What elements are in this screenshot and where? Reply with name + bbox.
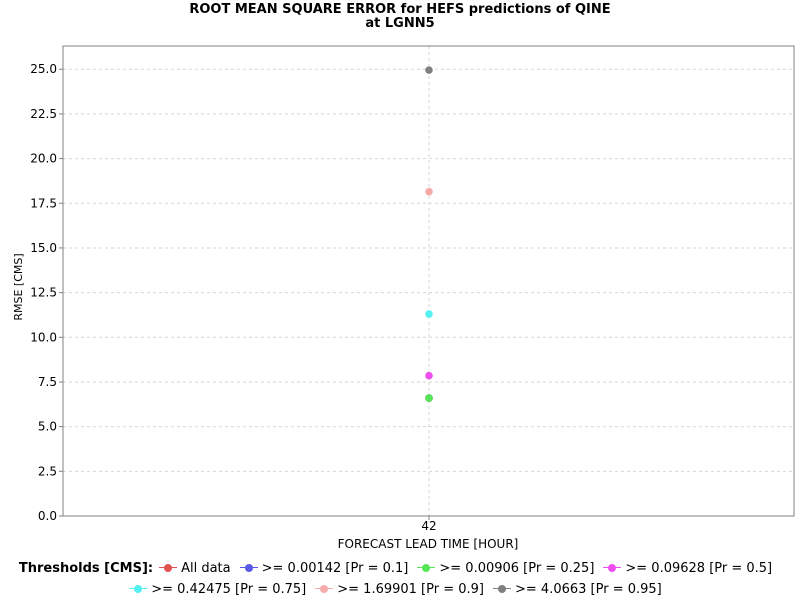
- x-tick-label: 42: [421, 519, 436, 533]
- legend-row-1: Thresholds [CMS]: All data >= 0.00142 [Pr…: [0, 558, 800, 578]
- legend-title: Thresholds [CMS]:: [18, 560, 154, 576]
- y-tick-label: 0.0: [38, 509, 57, 523]
- legend-item: >= 4.0663 [Pr = 0.95]: [493, 582, 662, 597]
- x-axis-ticks: 42: [421, 516, 437, 533]
- y-tick-label: 17.5: [30, 196, 57, 210]
- legend-item: >= 0.00142 [Pr = 0.1]: [239, 560, 409, 576]
- y-tick-label: 25.0: [30, 62, 57, 76]
- data-point: [425, 310, 433, 318]
- legend-item: >= 0.42475 [Pr = 0.75]: [129, 582, 306, 597]
- legend-label: >= 0.09628 [Pr = 0.5]: [625, 560, 773, 576]
- legend-swatch-icon: [417, 563, 436, 573]
- legend-item: All data: [159, 561, 231, 576]
- y-tick-label: 12.5: [30, 286, 57, 300]
- legend-label: >= 1.69901 [Pr = 0.9]: [337, 581, 484, 597]
- legend-swatch-icon: [239, 563, 258, 573]
- legend-swatch-icon: [603, 563, 622, 573]
- y-axis-label: RMSE [CMS]: [12, 253, 25, 320]
- legend-row-2: >= 0.42475 [Pr = 0.75] >= 1.69901 [Pr = 0…: [0, 579, 800, 599]
- legend-item: >= 1.69901 [Pr = 0.9]: [315, 582, 484, 597]
- y-tick-label: 7.5: [38, 375, 57, 389]
- y-tick-label: 20.0: [30, 152, 57, 166]
- legend-label: >= 0.42475 [Pr = 0.75]: [151, 581, 307, 597]
- legend-swatch-icon: [129, 584, 148, 594]
- data-point: [425, 187, 433, 196]
- legend-swatch-icon: [159, 563, 178, 573]
- y-tick-label: 15.0: [30, 241, 57, 255]
- y-axis-ticks: 0.0 2.5 5.0 7.5 10.0 12.5 15.0 17.5 20.0 22.5 25.0: [30, 62, 63, 523]
- legend-item: >= 0.09628 [Pr = 0.5]: [603, 561, 772, 576]
- grid: [63, 46, 794, 517]
- legend-label: >= 0.00142 [Pr = 0.1]: [261, 560, 409, 576]
- y-tick-label: 2.5: [38, 464, 57, 478]
- x-axis-label: FORECAST LEAD TIME [HOUR]: [338, 537, 519, 551]
- data-points: [425, 66, 433, 402]
- legend-label: >= 4.0663 [Pr = 0.95]: [515, 581, 662, 597]
- data-point: [425, 66, 433, 74]
- legend-swatch-icon: [315, 584, 334, 594]
- y-tick-label: 5.0: [38, 420, 57, 434]
- legend-label: >= 0.00906 [Pr = 0.25]: [439, 560, 595, 576]
- data-point: [425, 394, 433, 402]
- legend-label: All data: [181, 560, 231, 576]
- legend-swatch-icon: [493, 584, 511, 594]
- chart-subtitle: at LGNN5: [365, 16, 434, 31]
- legend-item: >= 0.00906 [Pr = 0.25]: [417, 561, 594, 576]
- y-tick-label: 22.5: [30, 107, 57, 121]
- y-tick-label: 10.0: [30, 330, 57, 344]
- chart-title: ROOT MEAN SQUARE ERROR for HEFS predicti…: [189, 2, 610, 17]
- data-point: [425, 371, 433, 380]
